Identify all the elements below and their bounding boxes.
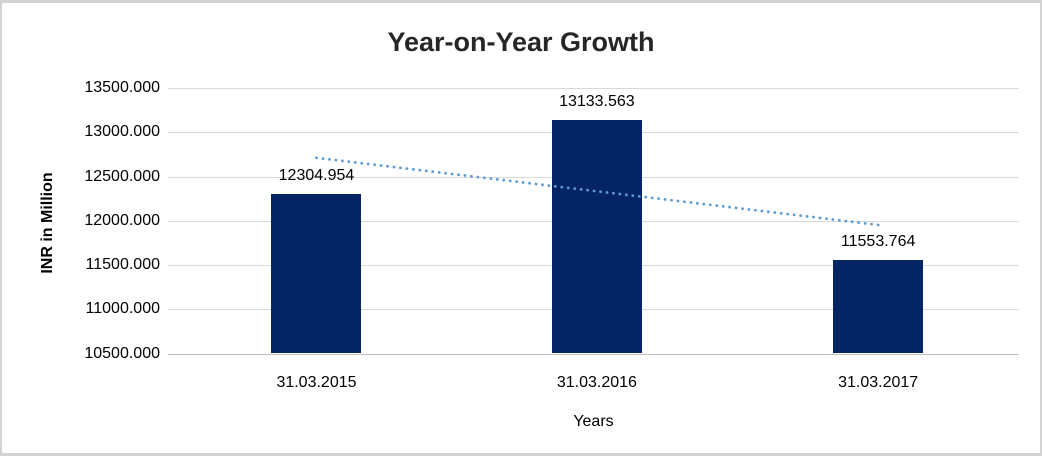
gridline — [168, 88, 1019, 89]
y-tick-label: 13000.000 — [84, 123, 160, 141]
y-tick-label: 10500.000 — [84, 344, 160, 362]
y-tick-label: 11000.000 — [85, 300, 160, 318]
bar-data-label: 12304.954 — [278, 166, 355, 184]
x-axis-title: Years — [573, 413, 614, 430]
chart-title: Year-on-Year Growth — [387, 27, 655, 57]
y-tick-label: 12000.000 — [84, 211, 160, 229]
y-tick-label: 13500.000 — [84, 79, 160, 96]
x-tick-label: 31.03.2015 — [276, 373, 357, 391]
y-tick-label: 11500.000 — [85, 256, 160, 273]
x-tick-label: 31.03.2017 — [838, 373, 919, 391]
bar-data-label: 11553.764 — [840, 233, 916, 251]
bar — [833, 260, 924, 354]
y-tick-label: 12500.000 — [84, 167, 160, 185]
bar — [271, 193, 362, 354]
bar-data-label: 13133.563 — [559, 93, 635, 111]
x-tick-label: 31.03.2016 — [556, 373, 637, 391]
gridline — [168, 353, 1019, 355]
bar — [551, 120, 642, 354]
